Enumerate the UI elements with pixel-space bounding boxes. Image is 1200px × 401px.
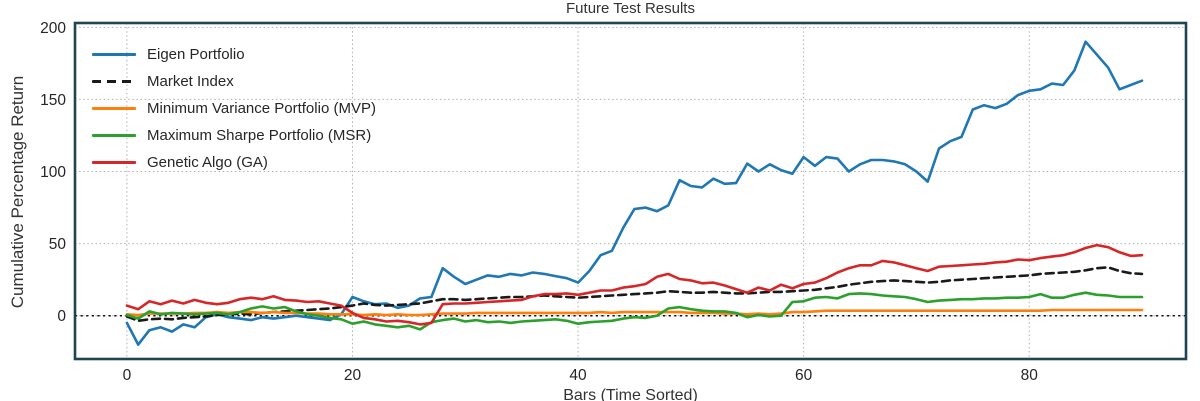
y-tick-label: 150 <box>40 92 66 109</box>
legend-label: Market Index <box>147 73 234 90</box>
msr-line-swatch <box>92 133 136 138</box>
eigen-line-swatch <box>92 52 136 57</box>
y-tick-label: 50 <box>49 236 67 253</box>
legend-label: Genetic Algo (GA) <box>147 154 268 171</box>
y-tick-label: 200 <box>40 20 66 37</box>
x-tick-label: 20 <box>344 367 362 384</box>
y-tick-label: 100 <box>40 164 66 181</box>
x-tick-label: 60 <box>795 367 813 384</box>
legend-entry-msr: Maximum Sharpe Portfolio (MSR) <box>92 122 376 149</box>
y-tick-label: 0 <box>57 308 66 325</box>
series-line-mvp <box>125 308 1144 317</box>
legend-label: Maximum Sharpe Portfolio (MSR) <box>147 127 372 144</box>
legend-label: Minimum Variance Portfolio (MVP) <box>147 100 376 117</box>
x-axis-label: Bars (Time Sorted) <box>563 387 698 401</box>
market-dashed-line-swatch <box>92 79 136 84</box>
chart-title: Future Test Results <box>566 0 695 17</box>
legend-label: Eigen Portfolio <box>147 46 245 63</box>
ga-line-swatch <box>92 160 136 165</box>
legend-entry-eigen: Eigen Portfolio <box>92 41 376 68</box>
mvp-line-swatch <box>92 106 136 111</box>
series-line-ga <box>125 243 1144 326</box>
legend-entry-mvp: Minimum Variance Portfolio (MVP) <box>92 95 376 122</box>
legend: Eigen Portfolio Market Index Minimum Var… <box>92 41 376 176</box>
x-tick-label: 0 <box>123 367 132 384</box>
y-axis-label: Cumulative Percentage Return <box>8 75 27 309</box>
x-tick-label: 40 <box>569 367 587 384</box>
series-line-eigen <box>125 40 1144 346</box>
plot-border <box>73 21 1188 361</box>
series-line-msr <box>125 291 1144 331</box>
legend-entry-ga: Genetic Algo (GA) <box>92 149 376 176</box>
legend-entry-market: Market Index <box>92 68 376 95</box>
x-tick-label: 80 <box>1021 367 1039 384</box>
